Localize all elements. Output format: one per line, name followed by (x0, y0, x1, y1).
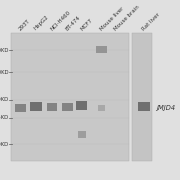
Bar (62, 103, 73, 111)
Text: NCI-H460: NCI-H460 (50, 10, 72, 32)
Bar (30, 102, 42, 111)
Text: 40KD: 40KD (0, 141, 9, 147)
Text: Rat liver: Rat liver (141, 12, 161, 32)
Text: 130KD: 130KD (0, 48, 9, 53)
Text: 293T: 293T (18, 18, 31, 31)
Bar (11, 33, 129, 161)
Text: 70KD: 70KD (0, 97, 9, 102)
Text: MCF7: MCF7 (79, 17, 93, 32)
Text: Mouse liver: Mouse liver (99, 6, 125, 32)
Text: Mouse brain: Mouse brain (113, 4, 141, 32)
Text: HepG2: HepG2 (33, 15, 50, 32)
Bar (78, 130, 86, 138)
Bar (96, 46, 107, 53)
Bar (15, 104, 26, 112)
Text: 100KD: 100KD (0, 69, 9, 75)
Text: 55KD: 55KD (0, 115, 9, 120)
Text: BT-474: BT-474 (65, 15, 82, 32)
Bar (138, 102, 150, 111)
Bar (76, 101, 87, 110)
Bar (132, 33, 152, 161)
Text: JMJD4: JMJD4 (156, 105, 175, 111)
Bar (47, 103, 57, 111)
Bar (98, 105, 105, 111)
